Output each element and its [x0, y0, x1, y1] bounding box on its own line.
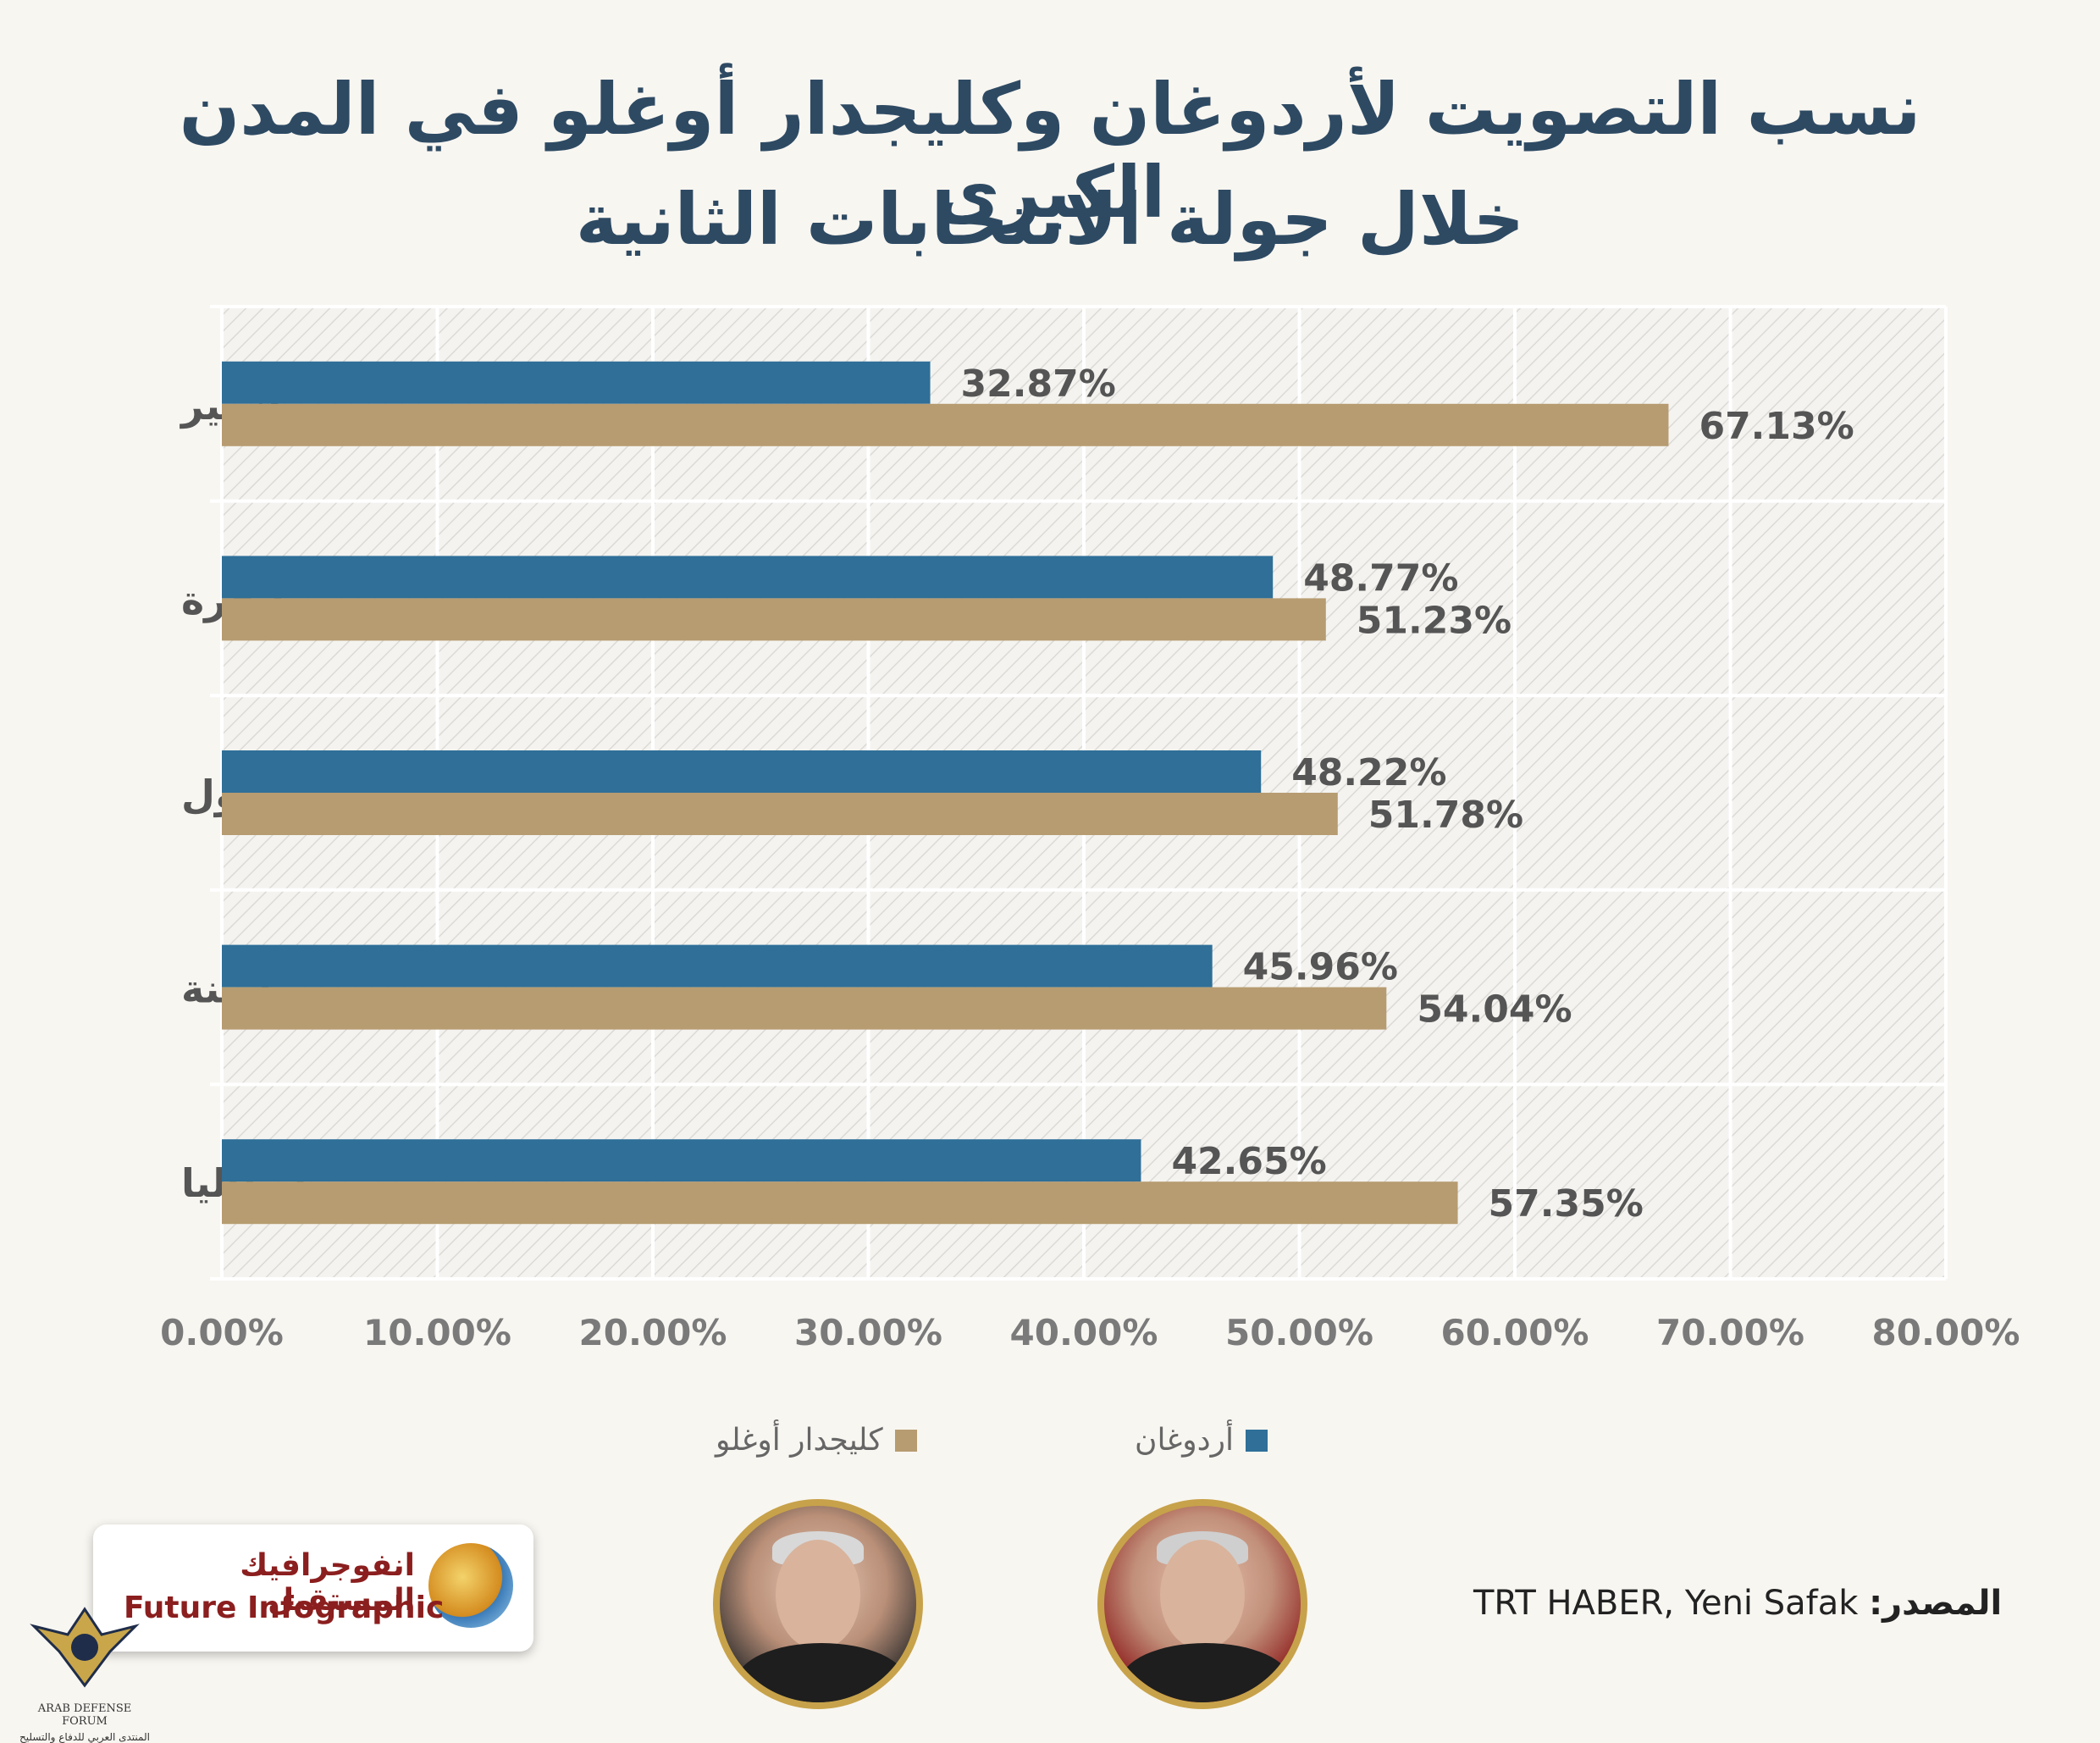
bar — [222, 1181, 1458, 1225]
source-value: TRT HABER, Yeni Safak — [1473, 1584, 1859, 1623]
bar — [222, 361, 931, 404]
data-label: 45.96% — [1243, 946, 1398, 989]
x-tick-label: 50.00% — [1225, 1312, 1373, 1353]
bar — [222, 403, 1669, 446]
bar — [222, 793, 1338, 835]
brand-logo: انفوجرافيك المستقبل Future Infographic — [93, 1524, 533, 1652]
eagle-emblem-icon — [30, 1607, 140, 1688]
data-label: 57.35% — [1489, 1182, 1644, 1226]
erdogan-photo — [1097, 1499, 1307, 1709]
data-label: 42.65% — [1171, 1140, 1326, 1183]
bar — [222, 944, 1213, 988]
erdogan-portrait — [713, 1499, 923, 1709]
portrait-suit — [737, 1643, 906, 1702]
data-label: 51.78% — [1368, 794, 1523, 837]
legend-kilicdaroglu: كليجدار أوغلو — [716, 1423, 917, 1458]
bar — [222, 1139, 1141, 1182]
data-label: 48.77% — [1303, 556, 1458, 600]
bar-chart: 0.00% 10.00% 20.00% 30.00% 40.00% 50.00% 60.00… — [160, 305, 2020, 1353]
portrait-face — [776, 1540, 860, 1650]
bar — [222, 750, 1262, 793]
watermark-line1: ARAB DEFENSE FORUM — [37, 1702, 132, 1728]
bar — [222, 987, 1387, 1030]
forum-watermark: ARAB DEFENSE FORUM المنتدى العربي للدفاع… — [17, 1601, 152, 1743]
data-label: 48.22% — [1291, 751, 1446, 794]
globe-icon — [428, 1543, 513, 1628]
x-tick-label: 20.00% — [579, 1312, 727, 1353]
x-tick-label: 10.00% — [363, 1312, 511, 1353]
brand-name-en: Future Infographic — [124, 1591, 445, 1625]
legend-erdogan: أردوغان — [1135, 1423, 1268, 1458]
data-label: 54.04% — [1417, 988, 1572, 1032]
watermark-line2: المنتدى العربي للدفاع والتسليح — [19, 1731, 150, 1743]
chart-title-line2: خلال جولة الانتخابات الثانية — [575, 178, 1525, 261]
bar — [222, 598, 1326, 641]
legend-label-kilicdaroglu: كليجدار أوغلو — [716, 1423, 883, 1458]
chart-title-line1: نسب التصويت لأردوغان وكليجدار أوغلو في ا… — [179, 68, 1921, 234]
x-tick-label: 40.00% — [1010, 1312, 1158, 1353]
x-tick-label: 60.00% — [1441, 1312, 1589, 1353]
legend-label-erdogan: أردوغان — [1135, 1423, 1235, 1458]
legend-swatch-kilicdaroglu — [894, 1429, 917, 1452]
data-label: 67.13% — [1699, 405, 1854, 448]
x-tick-label: 80.00% — [1872, 1312, 2020, 1353]
data-label: 51.23% — [1357, 599, 1511, 642]
data-label: 32.87% — [961, 362, 1116, 406]
brand-name-ar: انفوجرافيك المستقبل — [240, 1548, 415, 1618]
photo-suit — [1121, 1643, 1290, 1702]
source-line: المصدر: TRT HABER, Yeni Safak — [1473, 1584, 2002, 1623]
bar — [222, 556, 1274, 599]
x-tick-label: 30.00% — [794, 1312, 942, 1353]
source-label: المصدر: — [1869, 1584, 2003, 1623]
x-tick-label: 70.00% — [1656, 1312, 1804, 1353]
x-tick-label: 0.00% — [160, 1312, 284, 1353]
photo-face — [1160, 1540, 1245, 1650]
legend-swatch-erdogan — [1246, 1429, 1268, 1452]
